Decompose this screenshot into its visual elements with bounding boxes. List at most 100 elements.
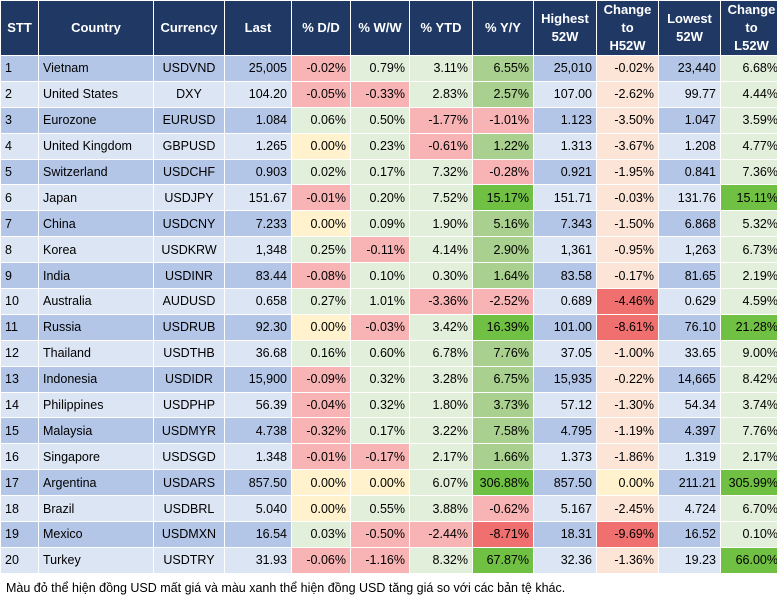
header-last[interactable]: Last (225, 1, 291, 55)
cell-high: 83.58 (534, 263, 596, 289)
cell-currency: AUDUSD (154, 289, 224, 314)
cell-last: 0.903 (225, 159, 291, 185)
cell-chh: -1.50% (597, 211, 658, 237)
table-row[interactable]: 11 Russia USDRUB 92.30 0.00% -0.03% 3.42% 16.39… (1, 314, 777, 340)
cell-last: 1.084 (225, 107, 291, 133)
header-low[interactable]: Lowest 52W (659, 1, 720, 55)
cell-chh: -2.45% (597, 496, 658, 522)
cell-stt: 1 (1, 56, 38, 81)
cell-country: Thailand (39, 340, 153, 366)
cell-chl: 6.68% (721, 56, 777, 81)
table-row[interactable]: 3 Eurozone EURUSD 1.084 0.06% 0.50% -1.77% -1.0… (1, 107, 777, 133)
cell-dd: -0.32% (292, 418, 350, 444)
table-row[interactable]: 8 Korea USDKRW 1,348 0.25% -0.11% 4.14% 2.90% 1,… (1, 237, 777, 263)
cell-currency: GBPUSD (154, 133, 224, 159)
cell-ww: 0.17% (351, 418, 409, 444)
cell-high: 1.123 (534, 107, 596, 133)
header-ww[interactable]: % W/W (351, 1, 409, 55)
cell-ww: 0.17% (351, 159, 409, 185)
table-row[interactable]: 13 Indonesia USDIDR 15,900 -0.09% 0.32% 3.28% 6… (1, 366, 777, 392)
table-header: STT Country Currency Last% D/D% W/W% YTD% Y… (1, 1, 777, 55)
cell-high: 5.167 (534, 496, 596, 522)
cell-last: 15,900 (225, 366, 291, 392)
header-country[interactable]: Country (39, 1, 153, 55)
table-row[interactable]: 14 Philippines USDPHP 56.39 -0.04% 0.32% 1.80%… (1, 392, 777, 418)
cell-yy: -1.01% (473, 107, 533, 133)
cell-last: 857.50 (225, 470, 291, 496)
table-row[interactable]: 6 Japan USDJPY 151.67 -0.01% 0.20% 7.52% 15.17%… (1, 185, 777, 211)
cell-ytd: 3.11% (410, 56, 472, 81)
table-row[interactable]: 4 United Kingdom GBPUSD 1.265 0.00% 0.23% -0.6… (1, 133, 777, 159)
cell-chl: 9.00% (721, 340, 777, 366)
cell-ww: 0.10% (351, 263, 409, 289)
table-row[interactable]: 17 Argentina USDARS 857.50 0.00% 0.00% 6.07% 30… (1, 470, 777, 496)
cell-stt: 20 (1, 547, 38, 573)
cell-ytd: -1.77% (410, 107, 472, 133)
table-row[interactable]: 20 Turkey USDTRY 31.93 -0.06% -1.16% 8.32% 67.8… (1, 547, 777, 573)
cell-chl: 15.11% (721, 185, 777, 211)
cell-yy: 15.17% (473, 185, 533, 211)
table-row[interactable]: 12 Thailand USDTHB 36.68 0.16% 0.60% 6.78% 7.76… (1, 340, 777, 366)
cell-dd: 0.16% (292, 340, 350, 366)
table-row[interactable]: 16 Singapore USDSGD 1.348 -0.01% -0.17% 2.17% 1… (1, 444, 777, 470)
cell-chh: -2.62% (597, 81, 658, 107)
header-currency[interactable]: Currency (154, 1, 224, 55)
cell-ytd: 7.52% (410, 185, 472, 211)
cell-yy: -2.52% (473, 289, 533, 314)
table-row[interactable]: 5 Switzerland USDCHF 0.903 0.02% 0.17% 7.32% -0… (1, 159, 777, 185)
cell-stt: 13 (1, 366, 38, 392)
header-yy[interactable]: % Y/Y (473, 1, 533, 55)
cell-yy: 1.66% (473, 444, 533, 470)
table-row[interactable]: 1 Vietnam USDVND 25,005 -0.02% 0.79% 3.11% 6.55… (1, 56, 777, 81)
header-ytd[interactable]: % YTD (410, 1, 472, 55)
fx-table: STT Country Currency Last% D/D% W/W% YTD% Y… (0, 0, 777, 574)
table-row[interactable]: 18 Brazil USDBRL 5.040 0.00% 0.55% 3.88% -0.62%… (1, 496, 777, 522)
cell-chl: 4.44% (721, 81, 777, 107)
cell-high: 857.50 (534, 470, 596, 496)
cell-ww: 0.23% (351, 133, 409, 159)
cell-currency: DXY (154, 81, 224, 107)
table-row[interactable]: 2 United States DXY 104.20 -0.05% -0.33% 2.83%… (1, 81, 777, 107)
caption-note: Màu đỏ thể hiện đồng USD mất giá và màu … (6, 581, 566, 595)
header-high[interactable]: Highest 52W (534, 1, 596, 55)
cell-ytd: 1.90% (410, 211, 472, 237)
cell-country: Mexico (39, 522, 153, 547)
cell-high: 1.373 (534, 444, 596, 470)
cell-last: 0.658 (225, 289, 291, 314)
table-row[interactable]: 19 Mexico USDMXN 16.54 0.03% -0.50% -2.44% -8.7… (1, 522, 777, 547)
cell-last: 16.54 (225, 522, 291, 547)
cell-ww: 0.55% (351, 496, 409, 522)
table-row[interactable]: 15 Malaysia USDMYR 4.738 -0.32% 0.17% 3.22% 7.5… (1, 418, 777, 444)
cell-ytd: -3.36% (410, 289, 472, 314)
cell-chl: 6.73% (721, 237, 777, 263)
cell-chl: 6.70% (721, 496, 777, 522)
cell-country: Turkey (39, 547, 153, 573)
cell-yy: 16.39% (473, 314, 533, 340)
cell-ytd: 3.42% (410, 314, 472, 340)
cell-dd: 0.27% (292, 289, 350, 314)
cell-last: 1.265 (225, 133, 291, 159)
cell-last: 31.93 (225, 547, 291, 573)
header-chh[interactable]: Change to H52W (597, 1, 658, 55)
header-chl[interactable]: Change to L52W (721, 1, 777, 55)
table-row[interactable]: 10 Australia AUDUSD 0.658 0.27% 1.01% -3.36% -2… (1, 289, 777, 314)
cell-high: 37.05 (534, 340, 596, 366)
table-row[interactable]: 7 China USDCNY 7.233 0.00% 0.09% 1.90% 5.16% 7.3… (1, 211, 777, 237)
cell-dd: -0.01% (292, 185, 350, 211)
table-row[interactable]: 9 India USDINR 83.44 -0.08% 0.10% 0.30% 1.64% 83… (1, 263, 777, 289)
cell-low: 131.76 (659, 185, 720, 211)
cell-stt: 18 (1, 496, 38, 522)
cell-high: 18.31 (534, 522, 596, 547)
header-dd[interactable]: % D/D (292, 1, 350, 55)
cell-currency: USDKRW (154, 237, 224, 263)
cell-currency: USDIDR (154, 366, 224, 392)
cell-yy: 6.75% (473, 366, 533, 392)
cell-dd: 0.03% (292, 522, 350, 547)
cell-high: 32.36 (534, 547, 596, 573)
header-stt[interactable]: STT (1, 1, 38, 55)
cell-chh: -8.61% (597, 314, 658, 340)
cell-yy: 3.73% (473, 392, 533, 418)
cell-last: 151.67 (225, 185, 291, 211)
cell-ww: -0.03% (351, 314, 409, 340)
